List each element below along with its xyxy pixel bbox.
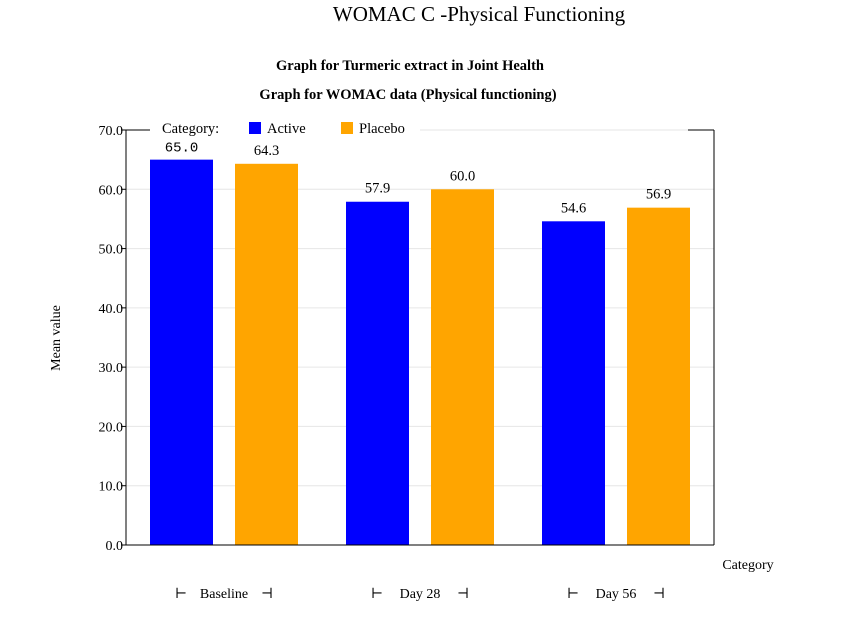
x-tick-label-group: Baseline ⊢ ⊣ xyxy=(175,587,273,602)
legend-title: Category: xyxy=(162,121,219,137)
y-axis-label: Mean value xyxy=(49,305,64,371)
x-tick-label-group: Day 56 ⊢ ⊣ xyxy=(567,587,665,602)
y-tick-label: 0.0 xyxy=(106,539,124,554)
bars: 65.0 64.3 57.9 60.0 54.6 56.9 xyxy=(150,141,690,546)
y-tick-label: 10.0 xyxy=(99,480,124,495)
bar xyxy=(431,189,494,546)
chart-title: Graph for Turmeric extract in Joint Heal… xyxy=(276,58,544,74)
x-tick-bracket-left: ⊢ xyxy=(175,587,187,602)
x-tick-label: Baseline xyxy=(200,587,248,602)
bar-value-label: 65.0 xyxy=(165,141,199,157)
y-tick-label: 50.0 xyxy=(99,243,124,258)
bar-value-label: 56.9 xyxy=(646,187,671,203)
x-tick-label: Day 56 xyxy=(596,587,637,602)
bar-value-label: 64.3 xyxy=(254,143,279,159)
bar xyxy=(346,201,409,545)
bar xyxy=(235,163,298,546)
y-tick-label: 20.0 xyxy=(99,420,124,435)
bar-value-label: 57.9 xyxy=(365,181,390,197)
y-tick-label: 70.0 xyxy=(99,124,124,139)
x-tick-label-group: Day 28 ⊢ ⊣ xyxy=(371,587,469,602)
bar xyxy=(627,207,690,545)
y-tick-label: 30.0 xyxy=(99,361,124,376)
x-tick-bracket-right: ⊣ xyxy=(653,587,665,602)
legend: Category: Active Placebo xyxy=(150,120,420,140)
x-tick-bracket-right: ⊣ xyxy=(261,587,273,602)
legend-label: Active xyxy=(267,121,306,137)
bar xyxy=(542,221,605,546)
y-tick-label: 40.0 xyxy=(99,302,124,317)
x-tick-bracket-right: ⊣ xyxy=(457,587,469,602)
legend-swatch xyxy=(341,122,353,134)
gridlines xyxy=(126,129,714,487)
x-tick-bracket-left: ⊢ xyxy=(567,587,579,602)
axes: 0.0 10.0 20.0 30.0 40.0 50.0 60.0 70.0 Baseline ⊢… xyxy=(99,124,715,602)
bar-value-label: 54.6 xyxy=(561,200,586,216)
bar-value-label: 60.0 xyxy=(450,168,475,184)
legend-swatch xyxy=(249,122,261,134)
y-tick-label: 60.0 xyxy=(99,183,124,198)
bar xyxy=(150,159,213,545)
x-axis-label: Category xyxy=(722,558,773,573)
page-title: WOMAC C -Physical Functioning xyxy=(333,2,626,26)
x-tick-label: Day 28 xyxy=(400,587,441,602)
chart-subtitle: Graph for WOMAC data (Physical functioni… xyxy=(259,87,556,103)
legend-label: Placebo xyxy=(359,121,405,137)
x-tick-bracket-left: ⊢ xyxy=(371,587,383,602)
